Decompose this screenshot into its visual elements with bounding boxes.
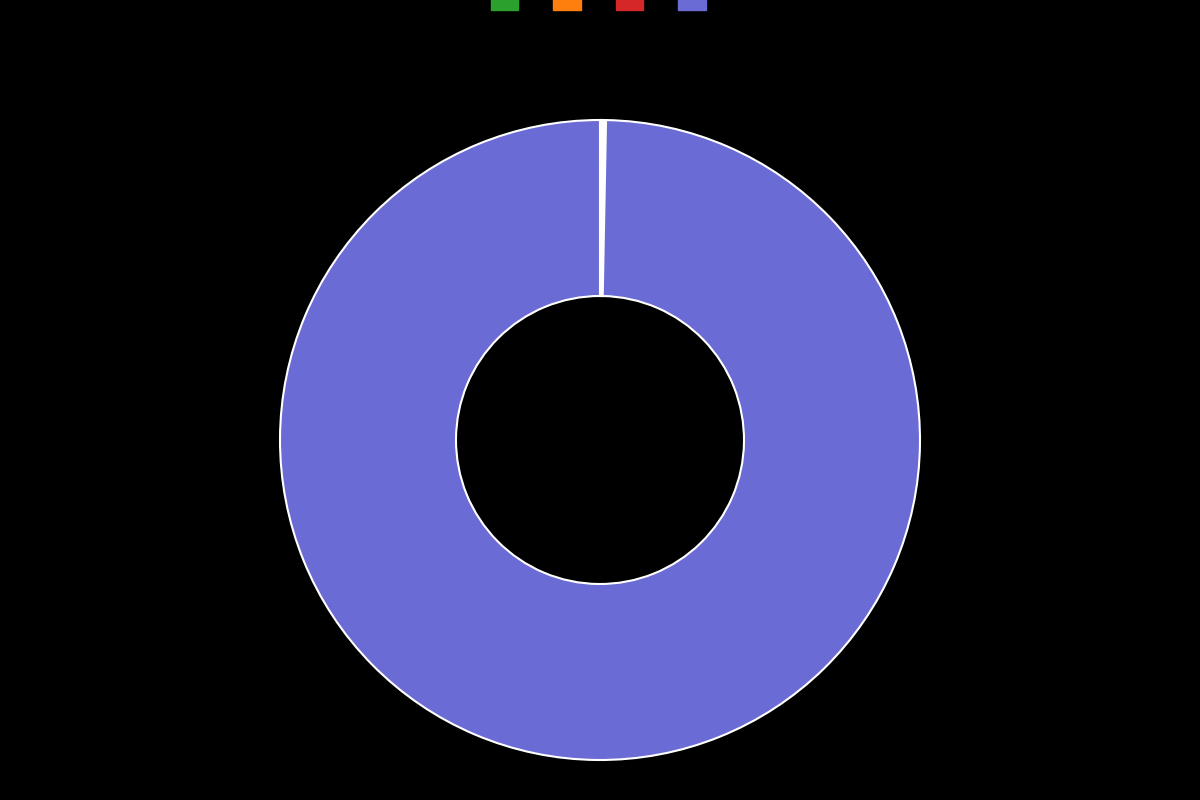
Wedge shape: [280, 120, 920, 760]
Legend: , , , : , , ,: [491, 0, 709, 11]
Wedge shape: [601, 120, 604, 296]
Wedge shape: [602, 120, 606, 296]
Wedge shape: [600, 120, 602, 296]
